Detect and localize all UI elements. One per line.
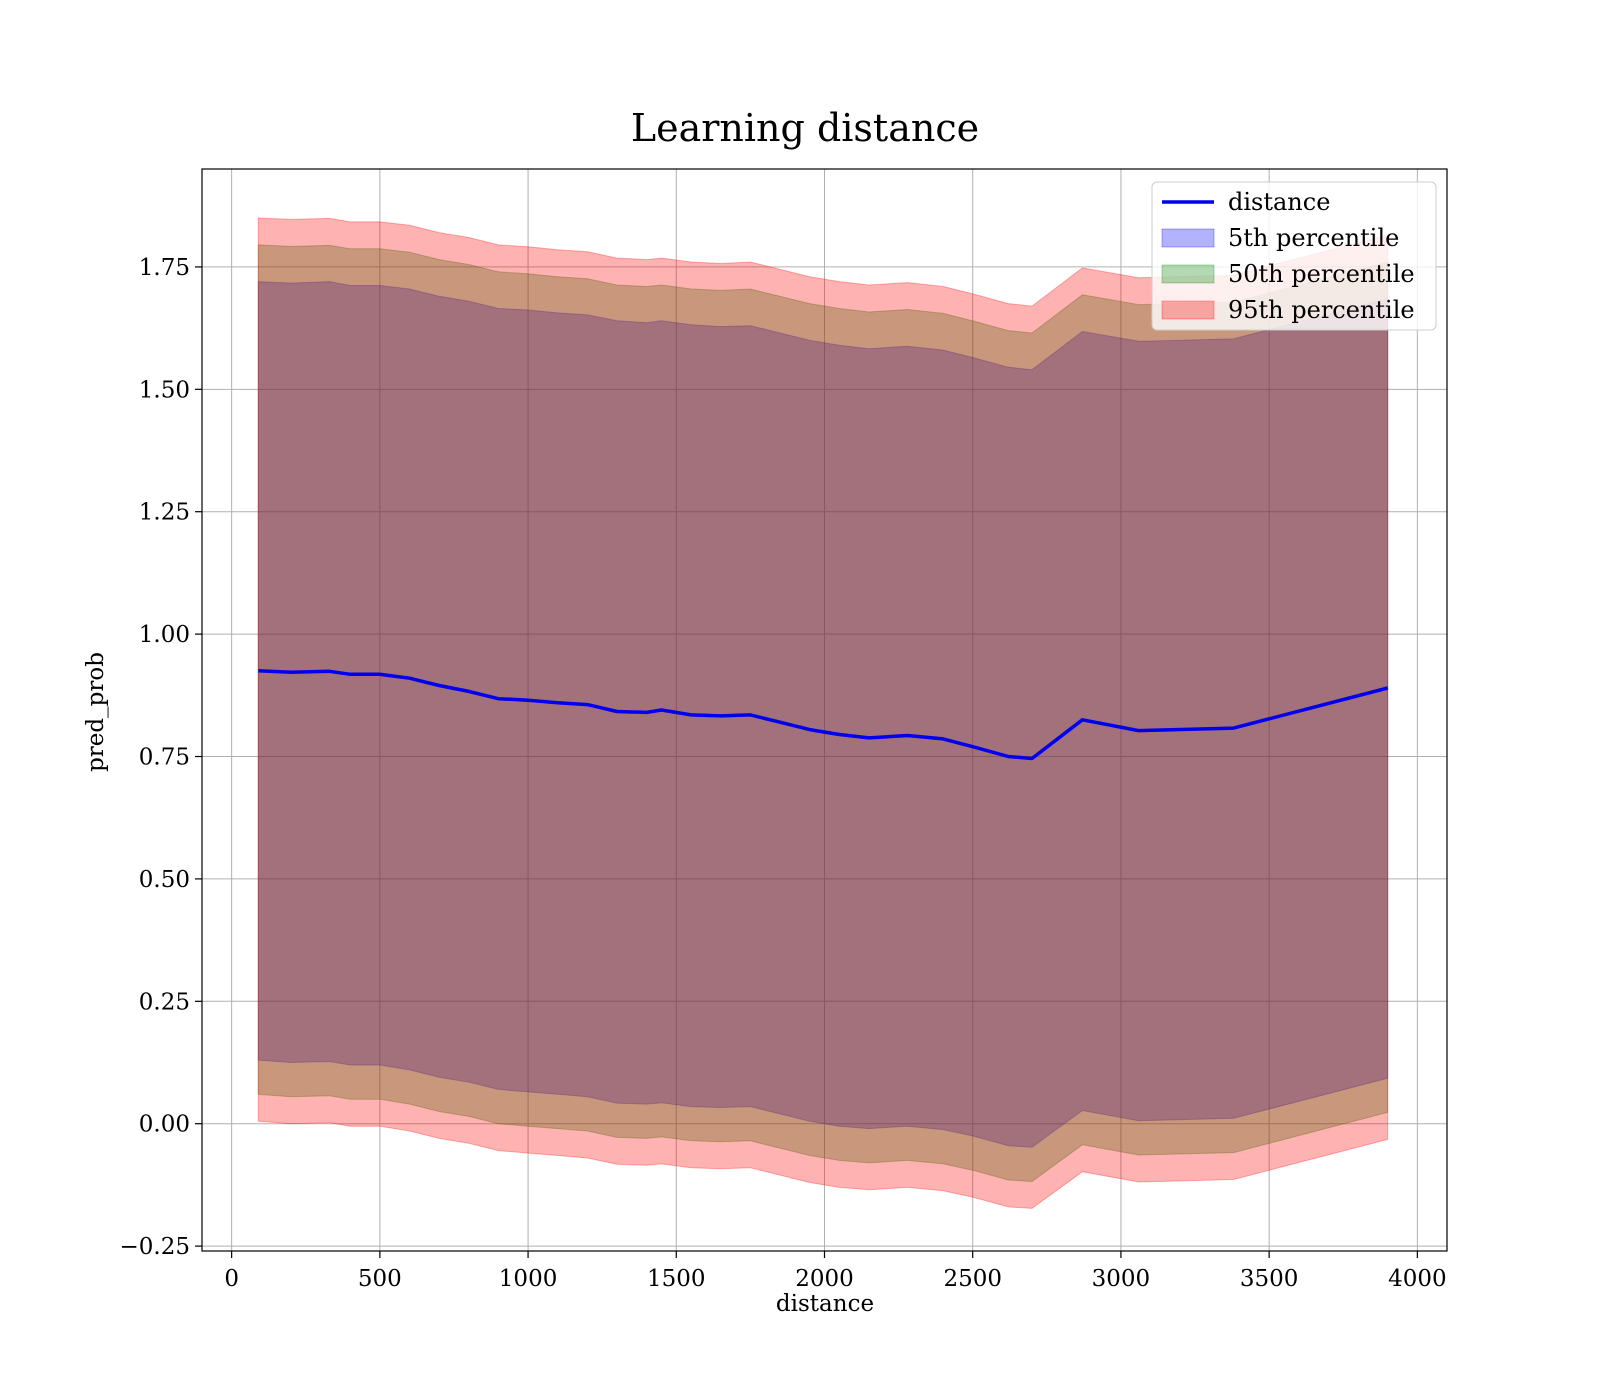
x-tick-label: 1500 <box>647 1266 706 1292</box>
lines <box>258 669 1389 761</box>
legend-entry: 5th percentile <box>1228 224 1399 252</box>
grid <box>202 169 1447 1251</box>
ticks: 0 500 1000 1500 2000 2500 3000 3500 4000 −0.25 0.0… <box>120 255 1447 1292</box>
95th-percentile-band <box>257 217 1389 1209</box>
x-tick-label: 4000 <box>1388 1266 1447 1292</box>
x-tick-label: 1000 <box>499 1266 558 1292</box>
x-tick-label: 2000 <box>795 1266 854 1292</box>
distance-line <box>258 669 1389 761</box>
y-tick-label: 1.25 <box>139 500 190 526</box>
legend-entry: 50th percentile <box>1228 260 1415 288</box>
legend-box <box>1151 181 1437 331</box>
50th-percentile-band <box>257 244 1389 1183</box>
x-tick-label: 500 <box>358 1266 402 1292</box>
legend: distance 5th percentile 50th percentile 95t… <box>1151 181 1437 331</box>
x-tick-label: 2500 <box>943 1266 1002 1292</box>
legend-entry: 95th percentile <box>1228 296 1415 324</box>
y-tick-label: 1.75 <box>139 255 190 281</box>
legend-swatch <box>1161 264 1215 284</box>
x-tick-label: 3500 <box>1240 1266 1299 1292</box>
bands <box>257 217 1389 1209</box>
y-tick-label: 0.00 <box>139 1112 190 1138</box>
y-tick-label: 0.75 <box>139 745 190 771</box>
y-tick-label: −0.25 <box>120 1234 190 1260</box>
legend-swatch <box>1161 300 1215 320</box>
5th-percentile-band <box>257 281 1389 1148</box>
legend-swatch <box>1161 228 1215 248</box>
y-tick-label: 1.50 <box>139 377 190 403</box>
x-tick-label: 3000 <box>1092 1266 1151 1292</box>
y-axis-label: pred_prob <box>83 652 109 772</box>
y-tick-label: 1.00 <box>139 622 190 648</box>
x-tick-label: 0 <box>224 1266 239 1292</box>
x-axis-label: distance <box>776 1291 874 1317</box>
y-tick-label: 0.50 <box>139 867 190 893</box>
legend-entry: distance <box>1228 188 1330 216</box>
y-tick-label: 0.25 <box>139 989 190 1015</box>
chart-title: Learning distance <box>631 106 979 150</box>
